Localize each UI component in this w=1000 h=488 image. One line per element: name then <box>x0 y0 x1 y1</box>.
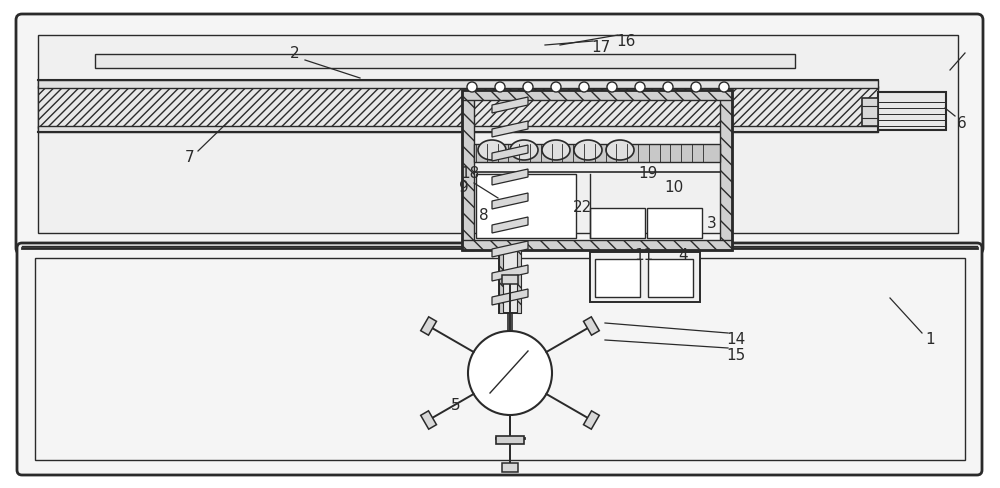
Polygon shape <box>492 145 528 161</box>
Bar <box>462 90 732 100</box>
Text: 15: 15 <box>726 347 746 363</box>
Circle shape <box>467 82 477 92</box>
Bar <box>517 250 521 313</box>
Circle shape <box>691 82 701 92</box>
Bar <box>38 86 878 128</box>
Bar <box>648 259 693 297</box>
Polygon shape <box>584 411 599 429</box>
Bar <box>95 54 795 68</box>
Bar <box>38 80 878 88</box>
Text: 2: 2 <box>290 45 300 61</box>
Bar <box>590 208 645 238</box>
Circle shape <box>523 82 533 92</box>
Bar <box>647 208 702 238</box>
Bar <box>476 174 576 238</box>
Circle shape <box>663 82 673 92</box>
Text: 22: 22 <box>572 201 592 216</box>
Bar <box>462 90 474 250</box>
Polygon shape <box>492 121 528 137</box>
Polygon shape <box>584 317 599 335</box>
Ellipse shape <box>542 140 570 160</box>
FancyBboxPatch shape <box>16 14 983 254</box>
Bar <box>474 144 720 162</box>
Polygon shape <box>421 411 436 429</box>
Text: 16: 16 <box>616 34 636 48</box>
Bar <box>496 436 524 444</box>
Circle shape <box>551 82 561 92</box>
Circle shape <box>635 82 645 92</box>
Ellipse shape <box>606 140 634 160</box>
Bar <box>720 90 732 250</box>
FancyBboxPatch shape <box>17 243 982 475</box>
Ellipse shape <box>478 140 506 160</box>
Text: 7: 7 <box>185 150 195 165</box>
Text: 9: 9 <box>459 181 469 196</box>
Text: 19: 19 <box>638 165 658 181</box>
Polygon shape <box>492 241 528 257</box>
Polygon shape <box>492 289 528 305</box>
Text: 17: 17 <box>591 41 611 56</box>
Ellipse shape <box>574 140 602 160</box>
Bar <box>595 259 640 297</box>
Polygon shape <box>502 463 518 471</box>
Circle shape <box>719 82 729 92</box>
Text: 8: 8 <box>479 208 489 224</box>
Polygon shape <box>492 217 528 233</box>
Circle shape <box>607 82 617 92</box>
Bar <box>462 90 732 250</box>
Text: 3: 3 <box>707 216 717 230</box>
Bar <box>862 98 878 126</box>
Ellipse shape <box>510 140 538 160</box>
Text: 14: 14 <box>726 332 746 347</box>
Bar <box>499 250 521 313</box>
Text: 5: 5 <box>451 399 461 413</box>
Circle shape <box>495 82 505 92</box>
Bar <box>35 258 965 460</box>
Polygon shape <box>492 265 528 281</box>
Text: 1: 1 <box>925 332 935 347</box>
Text: 10: 10 <box>664 181 684 196</box>
Text: 4: 4 <box>678 247 688 263</box>
Bar <box>499 250 503 313</box>
Polygon shape <box>492 169 528 185</box>
Polygon shape <box>492 97 528 113</box>
Polygon shape <box>421 317 436 335</box>
Bar <box>590 252 700 302</box>
Circle shape <box>579 82 589 92</box>
Bar <box>38 126 878 132</box>
Bar <box>38 35 958 233</box>
Text: 11: 11 <box>634 247 654 263</box>
Text: 18: 18 <box>460 165 480 181</box>
Bar <box>878 92 946 130</box>
Bar <box>462 240 732 250</box>
Polygon shape <box>492 193 528 209</box>
Circle shape <box>468 331 552 415</box>
Polygon shape <box>502 274 518 284</box>
Text: 6: 6 <box>957 116 967 130</box>
